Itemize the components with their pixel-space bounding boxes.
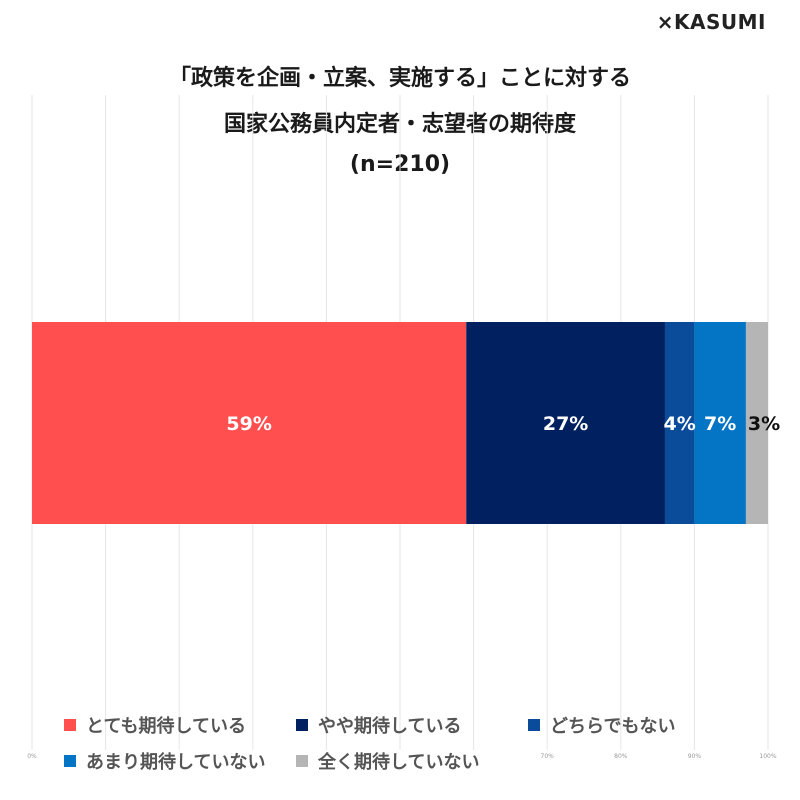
bar-segment: [32, 322, 467, 524]
bar-segment: [466, 322, 665, 524]
bar-segment: [664, 322, 695, 524]
legend-item: やや期待している: [296, 712, 528, 738]
legend-label: あまり期待していない: [86, 752, 266, 773]
legend-swatch: [296, 719, 308, 731]
legend-label: どちらでもない: [550, 716, 676, 737]
legend-label: とても期待している: [86, 716, 247, 737]
bar-segment: [694, 322, 746, 524]
x-tick-label: 70%: [541, 753, 555, 760]
data-label: 59%: [226, 413, 271, 435]
x-tick-label: 100%: [759, 753, 776, 760]
legend-item: 全く期待していない: [296, 748, 528, 774]
x-tick-label: 0%: [27, 753, 37, 760]
x-axis-ticks: 0% 70% 80% 90% 100%: [27, 753, 777, 760]
x-tick-label: 80%: [614, 753, 628, 760]
brand-logo: ×KASUMI: [656, 10, 766, 34]
legend-item: どちらでもない: [528, 712, 760, 738]
data-label: 3%: [748, 413, 780, 435]
bar-segments: [32, 322, 768, 524]
legend-swatch: [296, 755, 308, 767]
data-label: 27%: [543, 413, 588, 435]
legend-item: あまり期待していない: [64, 748, 296, 774]
legend-item: とても期待している: [64, 712, 296, 738]
legend-swatch: [64, 755, 76, 767]
legend: とても期待している やや期待している どちらでもないあまり期待していない 全く期待して…: [64, 712, 764, 774]
legend-label: 全く期待していない: [318, 752, 480, 773]
legend-swatch: [528, 719, 540, 731]
data-label: 7%: [704, 413, 736, 435]
bar-segment: [745, 322, 768, 524]
legend-label: やや期待している: [318, 716, 462, 737]
data-labels: 59% 27% 4% 7% 3%: [226, 413, 780, 435]
data-label: 4%: [664, 413, 696, 435]
legend-swatch: [64, 719, 76, 731]
chart-title-line-1: 「政策を企画・立案、実施する」ことに対する: [168, 66, 631, 91]
x-tick-label: 90%: [688, 753, 702, 760]
